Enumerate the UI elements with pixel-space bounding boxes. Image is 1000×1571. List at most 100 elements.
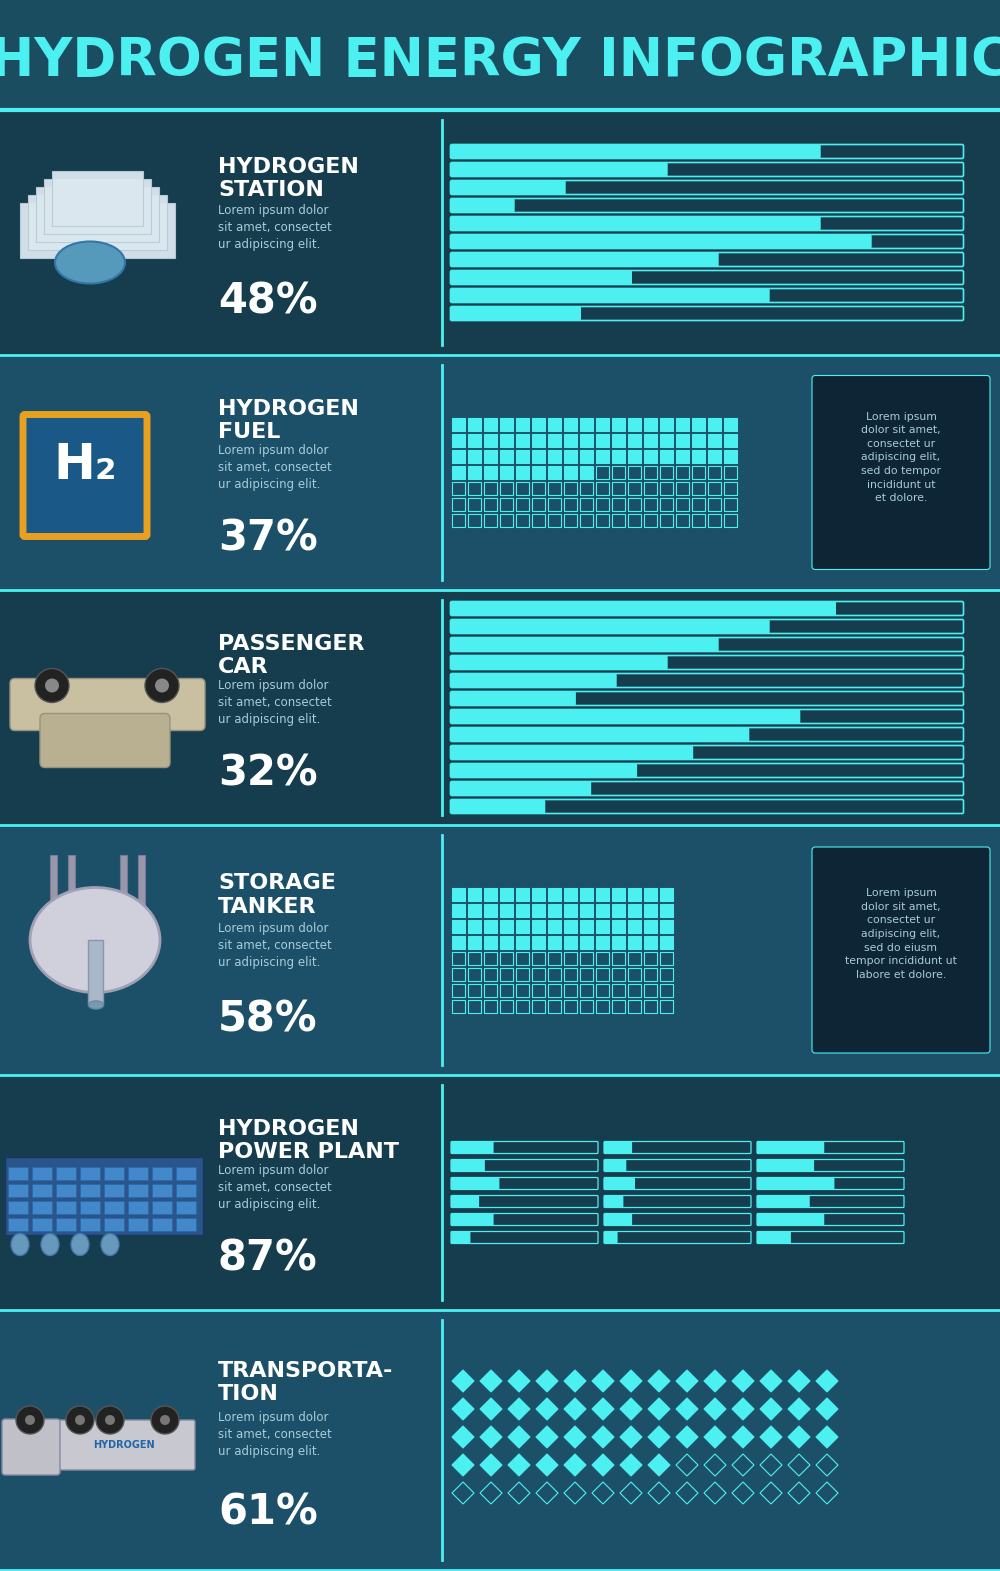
Bar [468,888,481,900]
Bar [628,903,641,916]
Bar [580,498,593,511]
Bar [660,968,673,980]
Bar [500,935,513,949]
Bar [676,434,689,448]
Bar [708,449,721,463]
Polygon shape [620,1370,642,1392]
Bar [596,498,609,511]
Bar [580,935,593,949]
Bar [644,935,657,949]
Bar [468,983,481,996]
Bar [596,983,609,996]
Bar [612,467,625,479]
FancyBboxPatch shape [450,217,821,231]
Bar [532,418,545,430]
Bar [644,482,657,495]
Bar [676,418,689,430]
Bar [580,919,593,933]
Bar [564,514,577,526]
Bar [708,482,721,495]
Polygon shape [648,1455,670,1477]
Bar [612,449,625,463]
Polygon shape [676,1370,698,1392]
Bar [56,1200,76,1213]
Bar [484,968,497,980]
FancyBboxPatch shape [604,1142,632,1153]
Text: 37%: 37% [218,517,318,559]
Bar [468,449,481,463]
Bar [596,449,609,463]
Text: STORAGE
TANKER: STORAGE TANKER [218,873,336,916]
Text: HYDROGEN: HYDROGEN [93,1441,155,1450]
Bar [724,482,737,495]
Bar [120,855,127,905]
Bar [500,919,513,933]
Polygon shape [648,1426,670,1448]
Bar [596,968,609,980]
Polygon shape [480,1455,502,1477]
Polygon shape [676,1398,698,1420]
Bar [660,935,673,949]
FancyBboxPatch shape [450,234,872,248]
Polygon shape [816,1426,838,1448]
Bar [484,952,497,965]
Bar [128,1183,148,1197]
FancyBboxPatch shape [604,1213,632,1225]
FancyBboxPatch shape [450,619,770,633]
Bar [548,952,561,965]
Bar [104,1183,124,1197]
Polygon shape [760,1426,782,1448]
Bar [104,1200,124,1213]
Circle shape [151,1406,179,1434]
Bar [596,952,609,965]
Bar [644,983,657,996]
Bar [516,968,529,980]
Bar [628,498,641,511]
Bar [452,935,465,949]
Bar [500,968,513,980]
Bar [176,1200,196,1213]
Text: 48%: 48% [218,280,318,322]
Text: Lorem ipsum dolor
sit amet, consectet
ur adipiscing elit.: Lorem ipsum dolor sit amet, consectet ur… [218,679,332,726]
Ellipse shape [41,1233,59,1255]
Bar [660,482,673,495]
Bar [548,467,561,479]
Bar [660,903,673,916]
FancyBboxPatch shape [53,1420,195,1470]
Bar [468,999,481,1012]
Bar [580,983,593,996]
Bar [532,903,545,916]
Bar [452,467,465,479]
FancyBboxPatch shape [450,270,632,284]
Bar [452,514,465,526]
FancyBboxPatch shape [812,847,990,1053]
Bar [516,999,529,1012]
Bar [468,482,481,495]
Bar [548,498,561,511]
Bar [468,935,481,949]
Bar [452,418,465,430]
Text: HYDROGEN
FUEL: HYDROGEN FUEL [218,399,359,443]
Bar [660,434,673,448]
Bar [564,467,577,479]
Bar [5,1156,203,1235]
Bar [452,498,465,511]
Bar [580,888,593,900]
Bar [516,434,529,448]
Bar [176,1218,196,1230]
Bar [580,467,593,479]
Polygon shape [648,1370,670,1392]
Text: HYDROGEN
STATION: HYDROGEN STATION [218,157,359,200]
Polygon shape [564,1426,586,1448]
Polygon shape [816,1370,838,1392]
Bar [500,888,513,900]
FancyBboxPatch shape [451,1196,479,1208]
Polygon shape [732,1426,754,1448]
Bar [152,1183,172,1197]
Bar [8,1218,28,1230]
Bar [68,855,75,905]
Text: 32%: 32% [218,753,318,795]
FancyBboxPatch shape [451,1178,499,1189]
Bar [28,195,167,250]
FancyBboxPatch shape [450,306,581,320]
